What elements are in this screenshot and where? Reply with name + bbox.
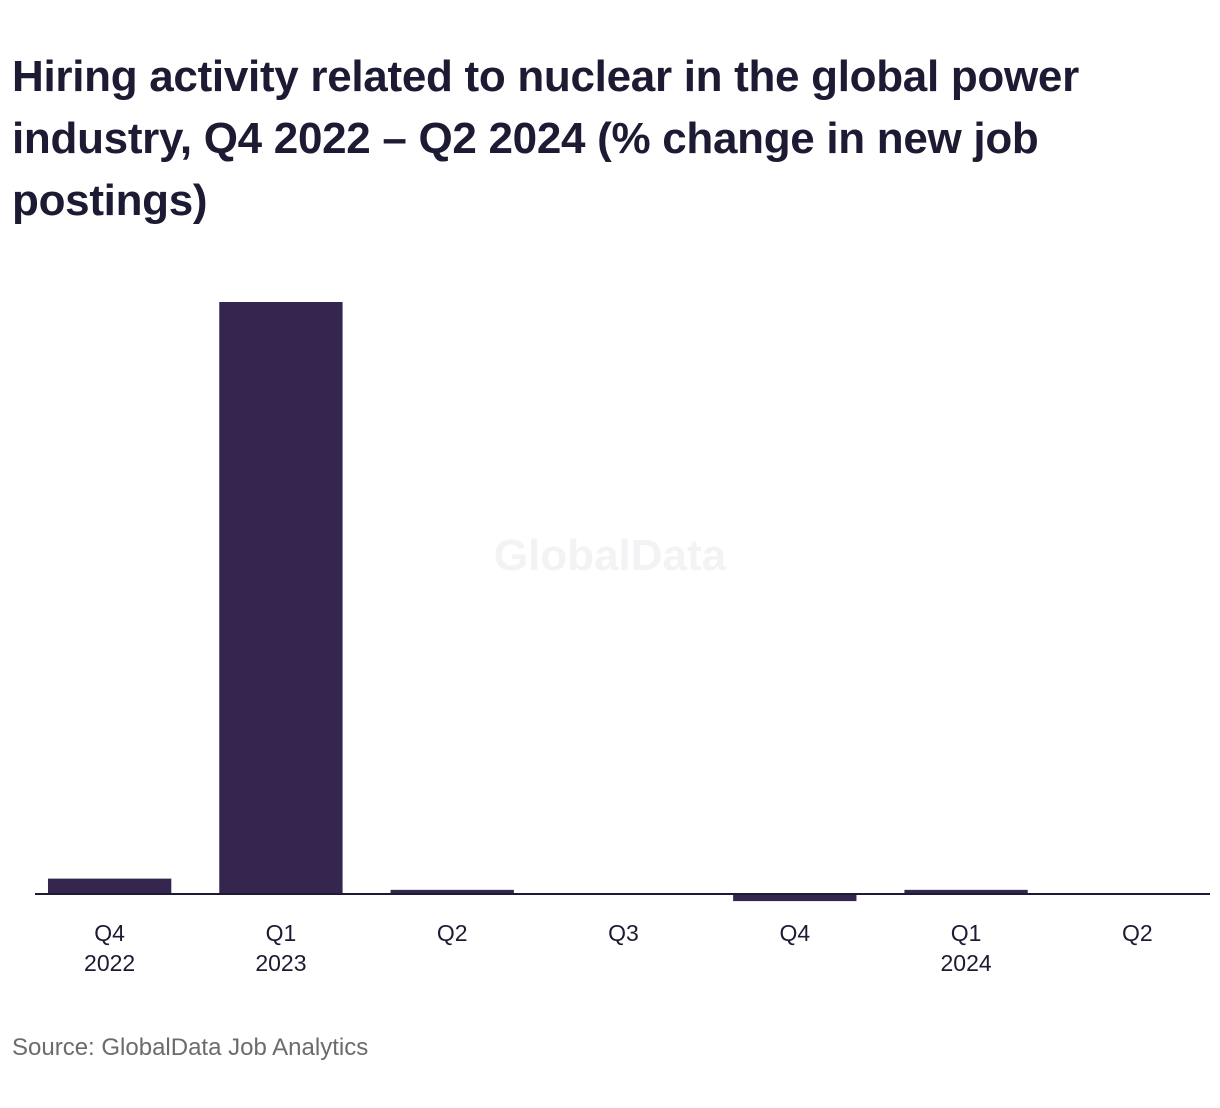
x-tick-label-4-quarter: Q3 [608,920,639,946]
x-tick-label-6-year: 2024 [940,950,991,976]
bar-5 [733,894,857,902]
x-tick-labels: Q4 2022 Q1 2023 Q2 Q3 Q4 Q1 2024 Q2 [84,920,1153,976]
bar-1 [47,878,172,894]
source-note: Source: GlobalData Job Analytics [12,1034,369,1061]
x-tick-label-5-quarter: Q4 [779,920,810,946]
x-tick-label-2-year: 2023 [255,950,306,976]
chart-title: Hiring activity related to nuclear in th… [12,52,1079,225]
x-tick-label-1-quarter: Q4 [94,920,125,946]
bars-group [47,302,1028,902]
x-tick-label-7-quarter: Q2 [1122,920,1153,946]
bar-3 [390,889,514,894]
x-tick-label-6-quarter: Q1 [951,920,982,946]
x-tick-label-2-quarter: Q1 [266,920,297,946]
bar-2 [219,302,343,894]
x-tick-label-3-quarter: Q2 [437,920,468,946]
watermark: GlobalData [494,531,727,580]
x-tick-label-1-year: 2022 [84,950,135,976]
bar-6 [904,889,1028,894]
